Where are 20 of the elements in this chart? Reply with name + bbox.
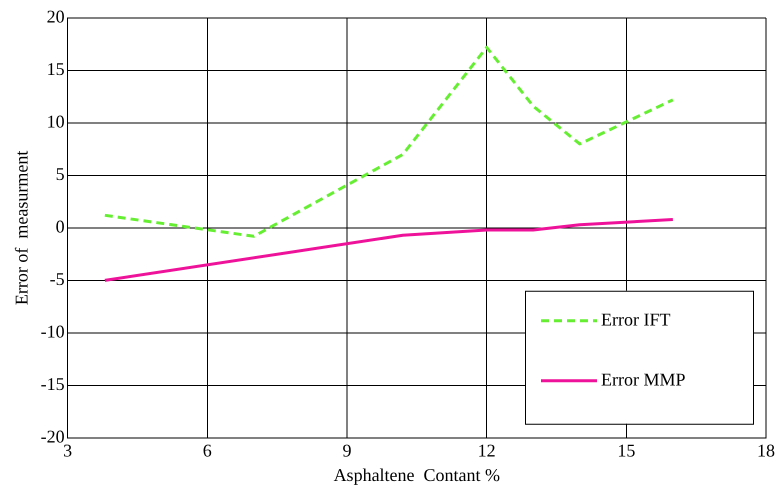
y-tick-label: 20 [46, 6, 65, 27]
y-tick-label: 10 [46, 112, 65, 132]
x-tick-label: 3 [63, 440, 72, 460]
y-tick-label: -10 [40, 322, 65, 342]
line-series [103, 46, 674, 238]
x-tick-label: 12 [478, 440, 496, 460]
y-tick-label: -15 [40, 374, 65, 394]
y-tick-label: -20 [40, 426, 65, 447]
x-axis-title: Asphaltene Contant % [334, 464, 500, 485]
y-tick-label: 5 [56, 164, 65, 184]
x-tick-label: 18 [757, 440, 775, 460]
y-axis-title: Error of measurment [12, 150, 32, 306]
x-tick-label: 9 [342, 440, 352, 460]
x-tick-label: 15 [617, 440, 636, 460]
legend-label: Error IFT [601, 310, 670, 330]
x-tick-label: 6 [202, 440, 212, 460]
y-tick-label: 15 [46, 59, 65, 80]
y-tick-label: -5 [50, 269, 65, 290]
y-tick-label: 0 [56, 216, 65, 237]
legend-label: Error MMP [601, 370, 686, 390]
